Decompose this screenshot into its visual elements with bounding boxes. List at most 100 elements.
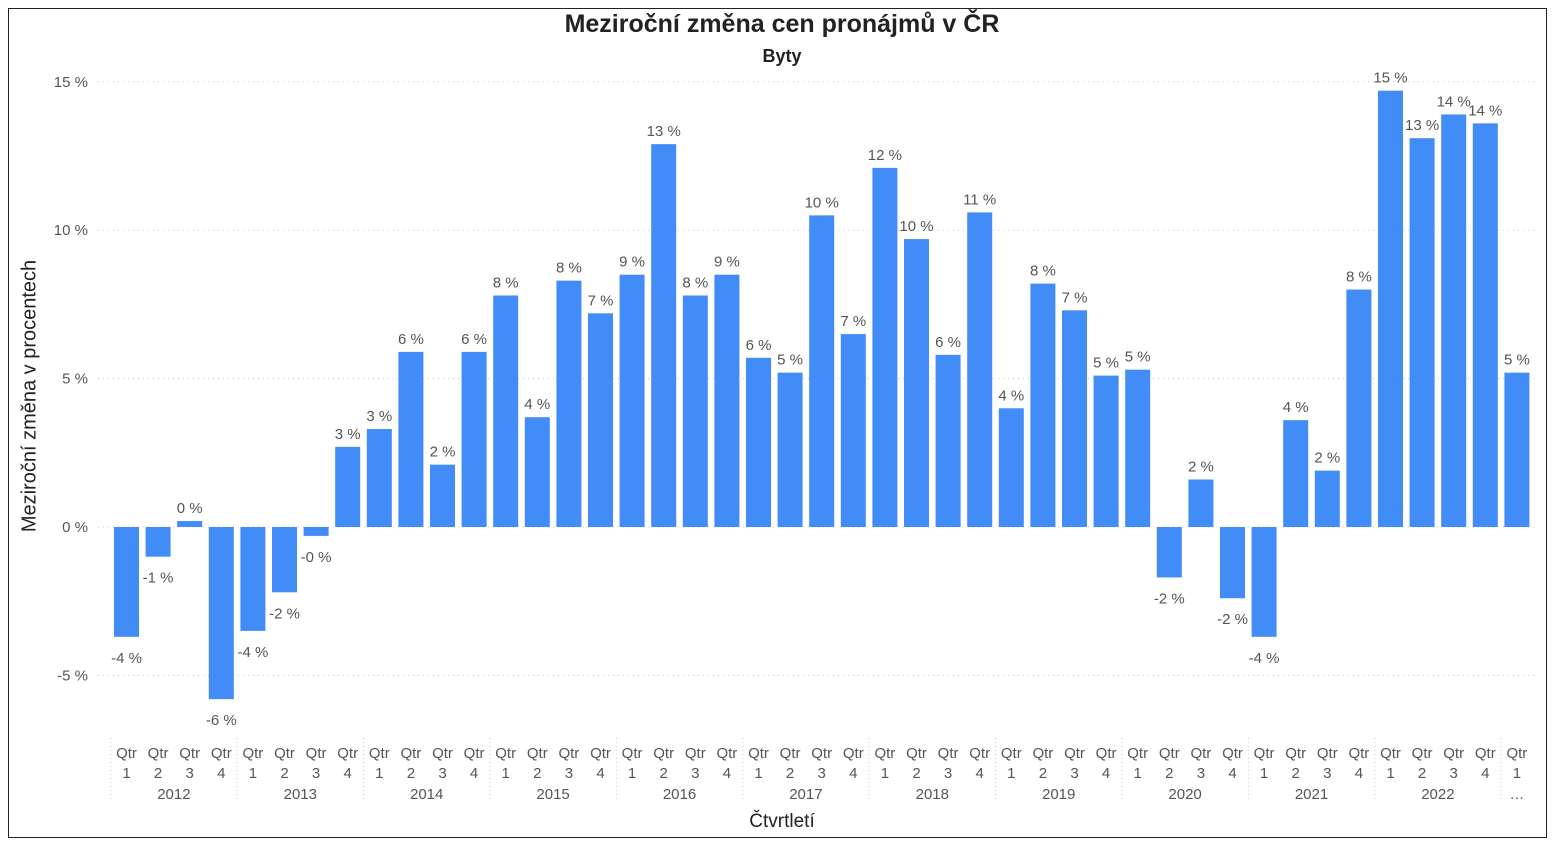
x-tick-label-quarter: 3 — [691, 765, 699, 782]
data-label: 4 % — [524, 396, 550, 413]
data-label: -1 % — [143, 570, 174, 587]
data-label: 7 % — [1062, 289, 1088, 306]
data-label: 5 % — [1125, 349, 1151, 366]
bar — [177, 521, 203, 527]
x-tick-label-prefix: Qtr — [337, 745, 358, 762]
x-tick-label-prefix: Qtr — [938, 745, 959, 762]
bar — [398, 351, 424, 527]
bar — [1188, 479, 1214, 527]
x-tick-label-quarter: 3 — [1070, 765, 1078, 782]
bar — [746, 357, 771, 527]
bar — [1346, 289, 1372, 527]
data-label: -2 % — [1154, 590, 1185, 607]
x-tick-label-quarter: 2 — [1039, 765, 1047, 782]
x-tick-label-quarter: 1 — [375, 765, 383, 782]
x-year-label: 2019 — [1042, 786, 1075, 803]
data-label: 3 % — [335, 426, 361, 443]
x-year-label: 2018 — [916, 786, 949, 803]
x-tick-label-prefix: Qtr — [1317, 745, 1338, 762]
x-tick-label-quarter: 4 — [344, 765, 352, 782]
data-label: -2 % — [269, 605, 300, 622]
data-label: 8 % — [682, 274, 708, 291]
data-label: 15 % — [1373, 70, 1407, 87]
x-tick-label-quarter: 2 — [1165, 765, 1173, 782]
bar — [809, 215, 835, 528]
x-tick-label-prefix: Qtr — [1064, 745, 1085, 762]
x-tick-label-quarter: 1 — [1386, 765, 1394, 782]
x-tick-label-prefix: Qtr — [527, 745, 548, 762]
chart-title: Meziroční změna cen pronájmů v ČR — [564, 10, 1000, 38]
bar — [1251, 527, 1277, 637]
x-year-label: … — [1509, 786, 1524, 803]
bar — [777, 372, 803, 527]
x-tick-label-quarter: 1 — [249, 765, 257, 782]
x-tick-label-prefix: Qtr — [716, 745, 737, 762]
y-axis-ticks: -5 % 0 % 5 % 10 % 15 % — [54, 74, 88, 685]
bar — [714, 274, 740, 527]
bar — [998, 408, 1024, 527]
data-label: 13 % — [1405, 117, 1439, 134]
x-tick-label-quarter: 1 — [1260, 765, 1268, 782]
data-label: 8 % — [556, 260, 582, 277]
x-tick-label-quarter: 3 — [1197, 765, 1205, 782]
bar — [1504, 372, 1530, 527]
data-label: 10 % — [805, 194, 839, 211]
data-labels: -4 % -1 % 0 % -6 % -4 % -2 % -0 % 3 % 3 % 6 % 2 % 6… — [111, 70, 1530, 729]
x-tick-label-prefix: Qtr — [306, 745, 327, 762]
bar — [588, 313, 613, 527]
bar — [1378, 90, 1403, 527]
x-tick-label-quarter: 4 — [1481, 765, 1489, 782]
x-tick-label-quarter: 1 — [122, 765, 130, 782]
x-tick-label-quarter: 1 — [754, 765, 762, 782]
bar — [1093, 375, 1119, 527]
bars — [114, 90, 1530, 700]
x-tick-label-prefix: Qtr — [1348, 745, 1369, 762]
bar — [1283, 420, 1309, 527]
x-tick-label-prefix: Qtr — [1412, 745, 1433, 762]
x-axis: Qtr 1 Qtr 2 Qtr 3 Qtr 4 Qtr 1 Qtr 2 Qtr 3 Qtr 4 Qtr 1 Qtr 2… — [110, 738, 1527, 803]
x-tick-label-prefix: Qtr — [464, 745, 485, 762]
data-label: 6 % — [746, 337, 772, 354]
x-tick-label-prefix: Qtr — [1159, 745, 1180, 762]
x-tick-label-quarter: 3 — [1323, 765, 1331, 782]
data-label: 4 % — [1283, 399, 1309, 416]
x-tick-label-quarter: 4 — [1355, 765, 1363, 782]
x-tick-label-quarter: 4 — [470, 765, 478, 782]
x-tick-label-quarter: 4 — [849, 765, 857, 782]
bar — [303, 527, 329, 536]
x-year-label: 2013 — [284, 786, 317, 803]
x-tick-label-prefix: Qtr — [1001, 745, 1022, 762]
data-label: 5 % — [1504, 352, 1530, 369]
x-tick-label-prefix: Qtr — [432, 745, 453, 762]
x-tick-label-prefix: Qtr — [274, 745, 295, 762]
data-label: -4 % — [237, 644, 268, 661]
x-tick-label-prefix: Qtr — [622, 745, 643, 762]
x-tick-label-quarter: 4 — [217, 765, 225, 782]
data-label: 5 % — [777, 352, 803, 369]
x-year-label: 2017 — [789, 786, 822, 803]
bar — [145, 527, 171, 557]
x-tick-label-quarter: 1 — [1134, 765, 1142, 782]
bar — [682, 295, 708, 527]
x-tick-label-prefix: Qtr — [179, 745, 200, 762]
x-tick-label-quarter: 3 — [312, 765, 320, 782]
data-label: 9 % — [619, 254, 645, 271]
bar — [556, 280, 582, 527]
bar — [335, 446, 361, 527]
x-tick-label-quarter: 1 — [628, 765, 636, 782]
bar — [366, 429, 392, 527]
x-year-label: 2015 — [536, 786, 569, 803]
bar — [1409, 138, 1435, 527]
y-tick-label: -5 % — [57, 667, 88, 684]
x-tick-label-prefix: Qtr — [558, 745, 579, 762]
y-tick-label: 10 % — [54, 222, 88, 239]
x-tick-label-prefix: Qtr — [780, 745, 801, 762]
bar — [493, 295, 519, 527]
data-label: 4 % — [998, 387, 1024, 404]
x-tick-label-quarter: 3 — [565, 765, 573, 782]
data-label: -2 % — [1217, 611, 1248, 628]
y-tick-label: 0 % — [62, 519, 88, 536]
bar — [872, 167, 898, 527]
bar — [1125, 369, 1151, 527]
bar — [904, 239, 929, 527]
